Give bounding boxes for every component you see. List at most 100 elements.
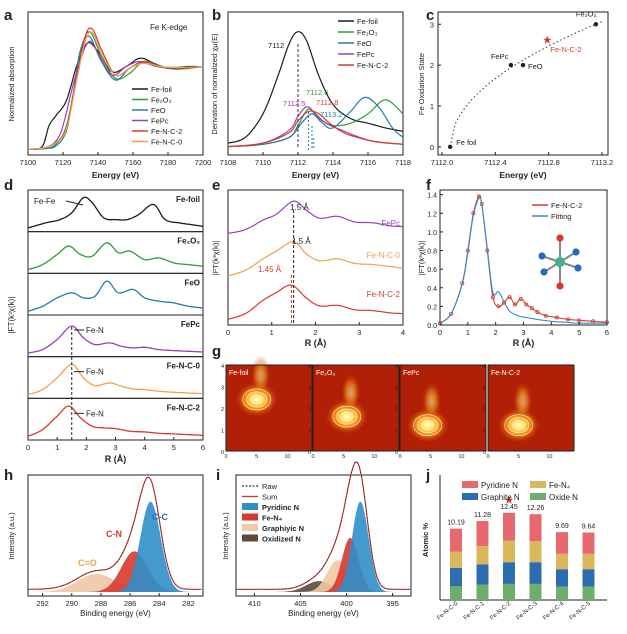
panel-g-xtick-label: 10 <box>458 454 464 460</box>
panel-g-ytick-label: 1 <box>308 429 311 435</box>
panel-f-xtick-label: 5 <box>577 328 581 337</box>
panel-g-contour <box>421 420 434 431</box>
panel-g-ytick-label: 1 <box>221 429 224 435</box>
panel-d-annotation: Fe-N <box>86 409 104 418</box>
panel-g-contour <box>332 405 362 428</box>
panel-c-point-label: Fe foil <box>456 138 477 147</box>
panel-j-total-label: 9.69 <box>555 523 569 530</box>
panel-a-frame <box>27 11 204 156</box>
panel-h-xtick-label: 286 <box>124 599 137 608</box>
panel-b-xlabel: Energy (eV) <box>292 170 339 180</box>
panel-d-xtick-label: 1 <box>55 443 59 452</box>
panel-c-point-label: FeO <box>528 62 543 71</box>
panel-c-ylabel: Fe Oxidation State <box>417 53 426 115</box>
panel-d-row-label: Fe₂O₃ <box>177 237 200 246</box>
panel-b-legend-label: FePc <box>357 50 375 59</box>
panel-g-heatmap-frame <box>487 364 575 452</box>
panel-h-peak-label: C=O <box>78 558 97 568</box>
panel-d-annotation: Fe-N <box>86 326 104 335</box>
panel-j-category-label: Fe-N-C-4 <box>542 601 566 622</box>
panel-f-ytick-label: 1.4 <box>427 193 437 200</box>
panel-f-ytick-label: 0.6 <box>427 267 437 274</box>
panel-label-h: h <box>4 467 13 484</box>
panel-b-annotation: 7112.8 <box>316 98 338 107</box>
panel-a-legend-label: FeO <box>151 106 166 115</box>
panel-b-xtick-label: 7116 <box>360 158 376 167</box>
panel-d-xtick-label: 4 <box>143 443 147 452</box>
panel-i-legend-label: Oxidized N <box>262 535 301 544</box>
panel-b-xtick-label: 7118 <box>395 158 411 167</box>
panel-f-ytick-label: 0.2 <box>427 304 437 311</box>
panel-j-total-label: 10.19 <box>447 520 465 527</box>
panel-b-xtick-label: 7108 <box>220 158 237 167</box>
panel-h-peak-area <box>28 501 203 592</box>
panel-i-peak-area <box>236 560 411 592</box>
panel-j-bar-segment <box>556 569 568 587</box>
panel-g-ytick-label: 2 <box>308 407 311 413</box>
panel-g-heatmap-hotspot <box>405 407 450 444</box>
panel-g-ytick-label: 3 <box>483 386 486 392</box>
panel-j-legend-swatch <box>462 493 478 500</box>
panel-g-ytick-label: 0 <box>483 450 486 456</box>
panel-d-xlabel: R (Å) <box>105 454 127 464</box>
panel-f-data-point <box>518 296 523 301</box>
panel-a-xtick-label: 7160 <box>125 158 142 167</box>
panel-g-heatmap-tail <box>512 381 533 422</box>
panel-f-molecule-atom <box>574 264 582 272</box>
panel-label-e: e <box>212 177 220 194</box>
panel-g-contour <box>512 420 526 431</box>
panel-c-xlabel: Energy (eV) <box>499 170 546 180</box>
panel-j-bar-segment <box>450 586 462 600</box>
panel-i-raw-line <box>236 461 411 590</box>
panel-g-heatmap-frame <box>399 364 487 452</box>
panel-f-series-line <box>439 195 608 324</box>
panel-c-point <box>543 35 552 44</box>
panel-e-xlabel: R (Å) <box>305 338 327 348</box>
panel-e-series-line <box>227 200 403 234</box>
panel-b-annotation: 7112.5 <box>283 99 305 108</box>
panel-d-xtick-label: 0 <box>26 443 30 452</box>
panel-g-ytick-label: 4 <box>395 364 398 370</box>
panel-e-xtick-label: 2 <box>313 328 317 337</box>
panel-f-molecule-atom <box>540 268 548 276</box>
panel-h-xtick-label: 292 <box>36 599 49 608</box>
panel-b-series-line <box>227 110 404 148</box>
panel-e-annotation: 1.5 Å <box>292 237 311 246</box>
panel-j-bar-segment <box>556 586 568 600</box>
panel-j-legend-label: Pyridine N <box>481 481 518 490</box>
panel-a-xtick-label: 7180 <box>160 158 177 167</box>
panel-g-ytick-label: 2 <box>221 407 224 413</box>
panel-b-legend-label: Fe-N-C-2 <box>357 61 388 70</box>
panel-g-ytick-label: 0 <box>395 450 398 456</box>
panel-b-xtick-label: 7112 <box>290 158 306 167</box>
panel-j-bar-segment <box>503 540 515 563</box>
panel-b-annotation: 7112.6 <box>306 88 328 97</box>
panel-g-ytick-label: 4 <box>483 364 486 370</box>
panel-d-annotation: Fe-N <box>86 368 104 377</box>
panel-g-heatmap-frame <box>312 364 400 452</box>
panel-j-bar-segment <box>529 583 542 600</box>
panel-e-row-label: Fe-N-C-0 <box>367 251 401 260</box>
panel-c-point <box>447 144 453 150</box>
panel-i-legend-label: Sum <box>262 493 277 502</box>
panel-c-xtick-label: 7113.2 <box>591 158 613 167</box>
panel-c-xtick-label: 7112.0 <box>431 158 453 167</box>
panel-d-xtick-label: 5 <box>172 443 176 452</box>
panel-d-row-label: FePc <box>181 320 201 329</box>
panel-f-ylabel: |FT(k³χ(k)| <box>417 241 426 276</box>
panel-j-bar-segment <box>450 528 462 552</box>
panel-a-series-line <box>27 31 204 150</box>
panel-d-xtick-label: 3 <box>113 443 117 452</box>
panel-g-ytick-label: 3 <box>308 386 311 392</box>
panel-g-ytick-label: 1 <box>483 429 486 435</box>
panel-g-xtick-label: 0 <box>224 454 227 460</box>
panel-label-d: d <box>4 177 13 194</box>
panel-g-xtick-label: 10 <box>546 454 552 460</box>
panel-i-frame <box>235 474 412 597</box>
panel-j-category-label: Fe-N-C-0 <box>436 601 460 622</box>
panel-a-legend-label: Fe-N-C-0 <box>151 138 182 147</box>
panel-a-title: Fe K-edge <box>150 23 188 32</box>
panel-j-legend-swatch <box>530 493 546 500</box>
panel-b-ylabel: Derivation of normalized χμ(E) <box>210 33 219 135</box>
panel-g-heatmap-hotspot <box>496 407 541 444</box>
